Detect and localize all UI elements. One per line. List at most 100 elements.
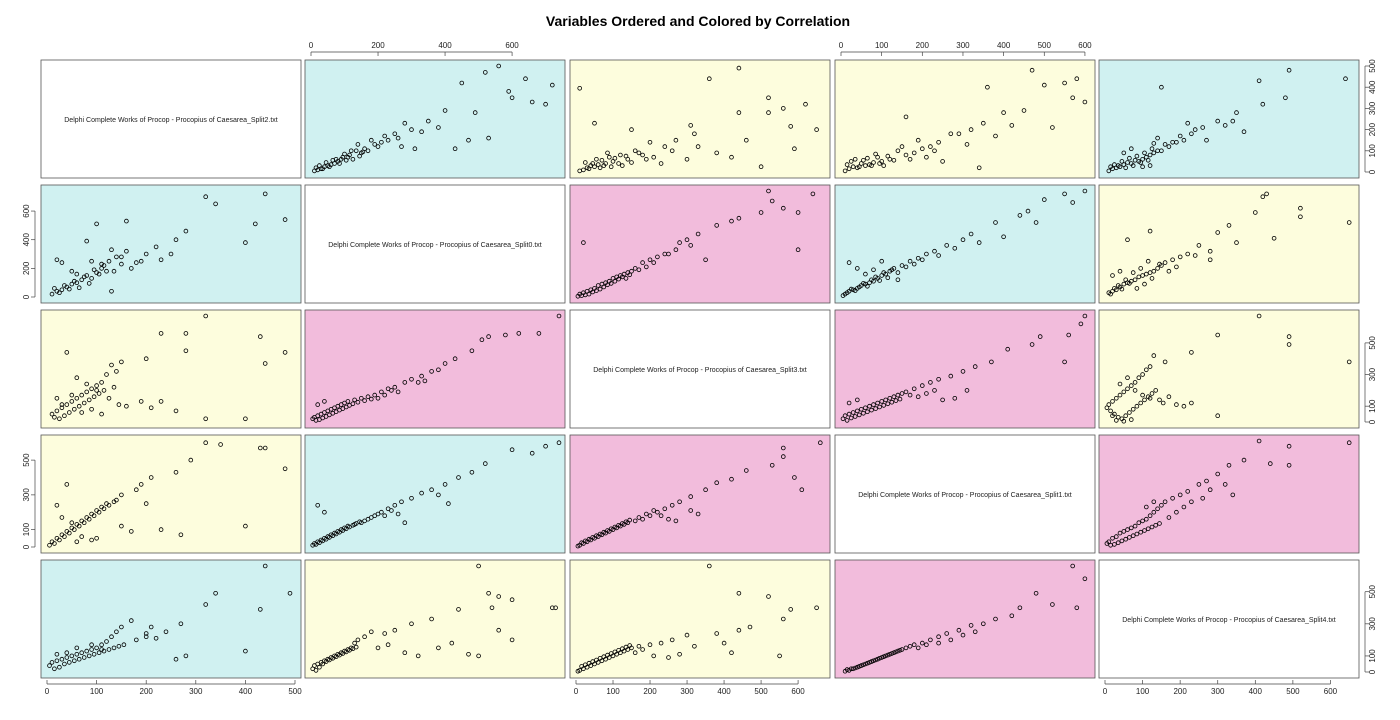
data-point	[382, 133, 388, 139]
tick-label: 400	[1249, 687, 1263, 696]
panel-frame	[304, 59, 566, 179]
top-axis-1: 0 200 400 600	[309, 41, 519, 56]
data-point	[158, 257, 164, 263]
data-point	[677, 499, 682, 505]
data-point	[257, 334, 263, 339]
data-point	[1117, 381, 1123, 387]
right-axis-0: 0 100 200 300 400 500	[1364, 59, 1377, 174]
data-point	[153, 244, 159, 250]
data-point	[69, 268, 75, 274]
data-point	[1226, 462, 1232, 468]
tick-label: 0	[1368, 169, 1377, 174]
data-point	[86, 397, 92, 403]
panel-1-1: Delphi Complete Works of Procop - Procop…	[304, 184, 566, 304]
data-point	[148, 405, 154, 411]
data-point	[795, 210, 801, 215]
data-point	[1298, 214, 1303, 220]
data-point	[243, 416, 248, 422]
panel-frame	[1098, 559, 1360, 679]
panel-0-2	[569, 59, 831, 179]
data-point	[619, 646, 625, 651]
data-point	[623, 153, 629, 159]
data-point	[586, 536, 592, 542]
data-point	[844, 418, 850, 423]
data-point	[109, 288, 114, 294]
data-point	[472, 110, 478, 115]
data-point	[1125, 386, 1130, 392]
data-point	[582, 538, 588, 544]
data-point	[677, 240, 682, 245]
data-point	[647, 642, 653, 647]
data-point	[347, 152, 352, 158]
data-point	[688, 508, 693, 513]
data-point	[1145, 158, 1151, 163]
data-point	[1121, 150, 1127, 156]
data-point	[907, 258, 913, 264]
data-point	[636, 643, 642, 649]
data-point	[662, 144, 668, 149]
data-point	[350, 401, 356, 407]
data-point	[1129, 417, 1134, 422]
tick-label: 0	[1368, 419, 1377, 424]
data-point	[877, 161, 882, 166]
data-point	[549, 605, 555, 611]
data-point	[899, 391, 905, 396]
data-point	[960, 369, 966, 374]
data-point	[1207, 487, 1213, 493]
data-point	[96, 391, 102, 396]
data-point	[612, 524, 618, 530]
data-point	[456, 475, 461, 480]
data-point	[138, 482, 144, 487]
data-point	[1070, 95, 1075, 101]
points-4-3	[842, 563, 1088, 674]
data-point	[1215, 471, 1220, 477]
data-point	[129, 618, 134, 623]
data-point	[1215, 332, 1220, 338]
data-point	[627, 643, 632, 648]
data-point	[623, 276, 629, 281]
data-point	[253, 221, 258, 227]
data-point	[382, 392, 388, 398]
data-point	[721, 640, 727, 646]
data-point	[932, 148, 937, 154]
data-point	[49, 291, 55, 297]
data-point	[766, 110, 771, 115]
tick-label: 300	[1368, 101, 1377, 115]
data-point	[54, 257, 60, 263]
data-point	[116, 643, 122, 649]
data-point	[1149, 391, 1155, 396]
data-point	[415, 653, 421, 659]
data-point	[895, 148, 901, 154]
data-point	[466, 651, 471, 657]
data-point	[372, 392, 378, 398]
data-point	[948, 131, 954, 137]
data-point	[597, 286, 603, 292]
bottom-axis-4: 0 100 200 300 400 500 600	[1103, 680, 1338, 696]
data-point	[111, 268, 117, 274]
data-point	[399, 499, 404, 505]
data-point	[106, 502, 112, 508]
data-point	[1234, 240, 1239, 245]
data-point	[1115, 163, 1121, 168]
tick-label: 500	[1368, 584, 1377, 598]
data-point	[1256, 78, 1262, 84]
data-point	[669, 502, 675, 508]
data-point	[769, 462, 775, 468]
data-point	[1001, 110, 1006, 115]
tick-label: 100	[90, 687, 104, 696]
data-point	[203, 313, 209, 319]
data-point	[419, 490, 424, 496]
data-point	[766, 594, 771, 599]
data-point	[1070, 200, 1075, 205]
data-point	[121, 642, 127, 647]
data-point	[873, 657, 878, 663]
data-point	[101, 388, 107, 393]
panel-frame	[834, 559, 1096, 679]
data-point	[673, 247, 679, 253]
data-point	[629, 127, 634, 132]
data-point	[1112, 542, 1117, 547]
data-point	[1142, 528, 1147, 533]
data-point	[919, 640, 925, 646]
data-point	[203, 440, 209, 446]
tick-label: 0	[1103, 687, 1108, 696]
